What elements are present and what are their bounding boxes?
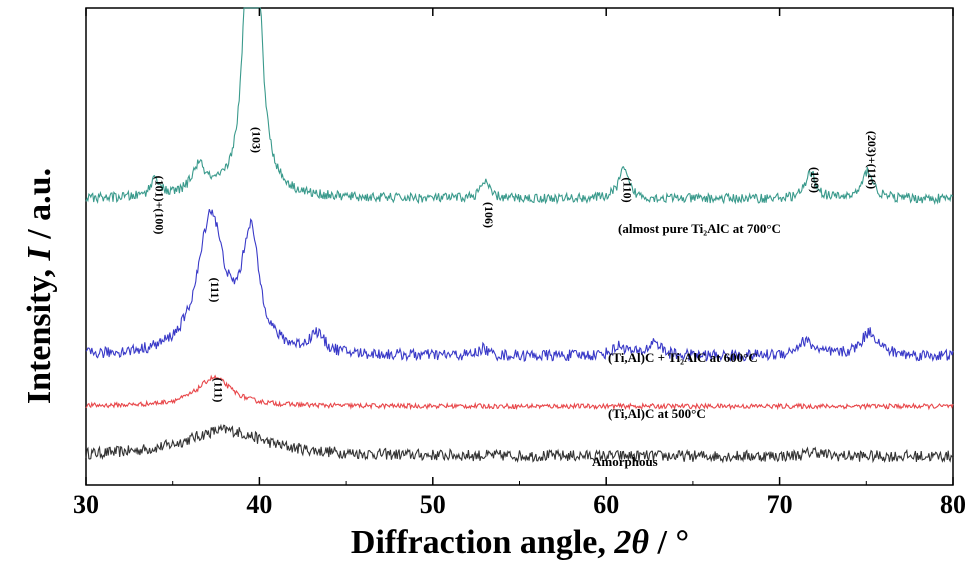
- y-axis-label-suffix: / a.u.: [21, 168, 58, 247]
- series-label-4: (almost pure Ti₂AlC at 700°C: [618, 221, 781, 236]
- x-tick-label: 50: [420, 490, 446, 519]
- series-label-2: (Ti,Al)C at 500°C: [608, 406, 706, 421]
- axes-layer: 30 40 50 60 70 80: [73, 8, 966, 519]
- x-axis-label: Diffraction angle, 2θ / °: [351, 524, 689, 561]
- series-line-4: [86, 8, 953, 203]
- x-tick-label: 70: [767, 490, 793, 519]
- plot-area: [86, 8, 953, 485]
- x-tick-label: 30: [73, 490, 99, 519]
- peak-label-3: (106): [482, 202, 496, 228]
- mark-label-1: (111): [208, 278, 222, 303]
- x-tick-label: 80: [940, 490, 966, 519]
- x-axis-label-symbol: 2θ: [613, 524, 649, 561]
- series-label-1: Amorphous: [592, 454, 658, 469]
- series-label-3: (Ti,Al)C + Ti₂AlC at 600°C: [608, 350, 758, 365]
- mark-label-2: (111): [211, 378, 225, 403]
- peak-label-4: (110): [621, 177, 635, 202]
- y-axis-label: Intensity, I / a.u.: [21, 168, 58, 404]
- peak-label-2: (103): [250, 127, 264, 153]
- x-axis-label-suffix: / °: [649, 524, 689, 561]
- peak-label-1: (101)+(100): [152, 176, 166, 235]
- x-axis-label-prefix: Diffraction angle,: [351, 524, 614, 561]
- x-tick-label: 40: [246, 490, 272, 519]
- plot-frame: [86, 8, 953, 485]
- peak-label-6: (203)+(116): [865, 131, 879, 189]
- peak-label-5: (109): [808, 167, 822, 193]
- y-axis-label-prefix: Intensity,: [21, 261, 58, 405]
- series-line-1: [86, 425, 953, 462]
- annotation-layer: (101)+(100) (103) (106) (110) (109) (203)+(11…: [152, 127, 879, 402]
- x-tick-label: 60: [593, 490, 619, 519]
